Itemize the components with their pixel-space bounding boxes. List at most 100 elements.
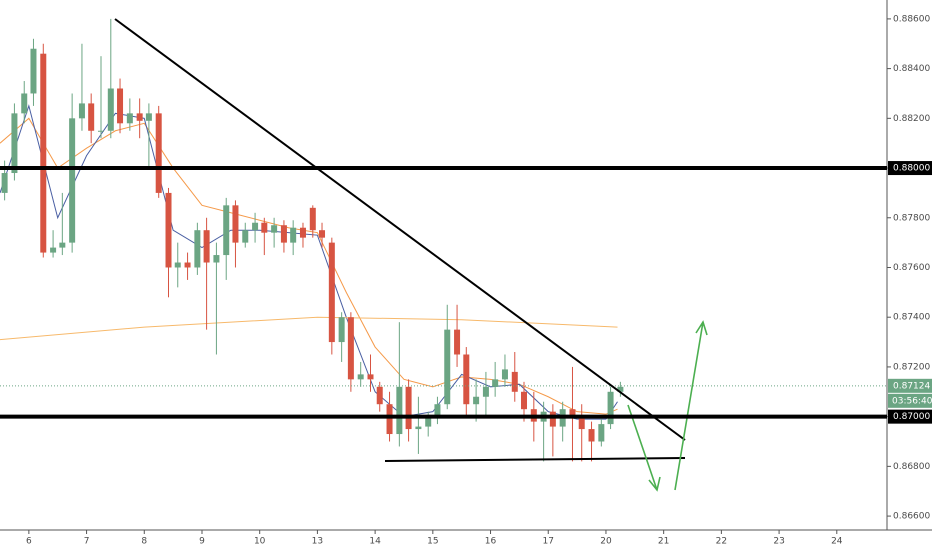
last-price-box: [888, 378, 932, 393]
candle-body: [396, 386, 403, 435]
candle-body: [165, 192, 172, 268]
candle-body: [78, 103, 85, 119]
y-tick-label: 0.86800: [893, 462, 930, 472]
candle-body: [347, 317, 354, 380]
candle-body: [598, 424, 605, 442]
y-tick-label: 0.87600: [893, 263, 930, 273]
x-tick-label: 6: [26, 537, 32, 547]
countdown-box: [888, 393, 932, 408]
moving-average: [0, 316, 618, 341]
y-tick-label: 0.87800: [893, 213, 930, 223]
x-tick-label: 7: [84, 537, 90, 547]
candle-body: [607, 391, 614, 425]
x-tick-label: 10: [254, 537, 266, 547]
candle-body: [444, 329, 451, 405]
candle-body: [136, 113, 143, 121]
candle-body: [386, 404, 393, 435]
moving-average: [0, 104, 618, 420]
candle-body: [549, 411, 556, 427]
candle-body: [59, 242, 66, 248]
candle-body: [117, 88, 124, 124]
last-price-label: 0.87124: [893, 381, 930, 391]
candle-body: [405, 386, 412, 430]
candle-body: [88, 103, 95, 131]
arrow-down: [627, 404, 661, 492]
candle-body: [174, 262, 181, 268]
moving-average: [0, 117, 618, 415]
arrow-up: [674, 320, 708, 491]
candle-body: [21, 93, 28, 114]
candle-body: [213, 255, 220, 263]
candle-body: [473, 396, 480, 405]
candle-body: [299, 227, 306, 238]
candle-body: [454, 329, 461, 355]
candle-body: [578, 416, 585, 430]
candle-body: [194, 230, 201, 268]
y-tick-label: 0.86600: [893, 512, 930, 522]
candle-body: [242, 230, 249, 243]
candle-body: [1, 173, 8, 193]
support-line: [384, 457, 686, 462]
candle-body: [11, 113, 18, 174]
candle-body: [511, 371, 518, 392]
candle-body: [309, 207, 316, 231]
candle-body: [155, 113, 162, 193]
y-tick-label: 0.87400: [893, 313, 930, 323]
candle-body: [617, 386, 624, 392]
countdown-label: 03:56:40: [892, 396, 932, 406]
candle-body: [30, 48, 37, 94]
candle-body: [338, 317, 345, 343]
candle-body: [425, 416, 432, 427]
y-tick-label: 0.88200: [893, 114, 930, 124]
candle-body: [376, 386, 383, 405]
x-tick-label: 17: [543, 537, 554, 547]
candle-body: [203, 230, 210, 263]
x-tick-label: 14: [369, 537, 381, 547]
candle-body: [463, 354, 470, 405]
y-tick-label: 0.87000: [893, 412, 930, 422]
x-tick-label: 24: [831, 537, 843, 547]
drawings: [114, 18, 708, 492]
candle-body: [252, 222, 259, 231]
candle-body: [40, 53, 47, 253]
candle-body: [367, 374, 374, 380]
y-tick-label: 0.88600: [893, 14, 930, 24]
candle-body: [357, 374, 364, 380]
level-label-box: [888, 409, 932, 424]
x-tick-label: 8: [141, 537, 147, 547]
candle-body: [107, 88, 114, 131]
candle-body: [501, 369, 508, 380]
candle-body: [482, 386, 489, 397]
candle-body: [223, 205, 230, 256]
x-tick-label: 22: [716, 537, 727, 547]
candle-body: [97, 130, 104, 132]
candle-body: [261, 222, 268, 233]
y-tick-label: 0.87200: [893, 362, 930, 372]
candle-body: [145, 113, 152, 121]
candle-body: [290, 227, 297, 243]
x-tick-label: 21: [658, 537, 669, 547]
candle-body: [492, 379, 499, 387]
x-tick-label: 9: [199, 537, 205, 547]
y-tick-label: 0.88400: [893, 64, 930, 74]
trendline: [114, 18, 686, 441]
candle-body: [521, 391, 528, 410]
level-label-box: [888, 161, 932, 176]
candle-body: [415, 426, 422, 430]
candle-body: [50, 247, 57, 253]
candle-body: [328, 242, 335, 343]
candle-body: [434, 404, 441, 417]
x-tick-label: 13: [312, 537, 323, 547]
candle-body: [319, 230, 326, 238]
candle-body: [184, 262, 191, 268]
candle-body: [271, 225, 278, 233]
candle-body: [569, 409, 576, 417]
x-tick-label: 16: [485, 537, 497, 547]
candle-body: [588, 429, 595, 442]
candle-body: [126, 113, 133, 124]
x-tick-label: 23: [773, 537, 784, 547]
x-tick-label: 15: [427, 537, 438, 547]
candle-body: [280, 225, 287, 243]
